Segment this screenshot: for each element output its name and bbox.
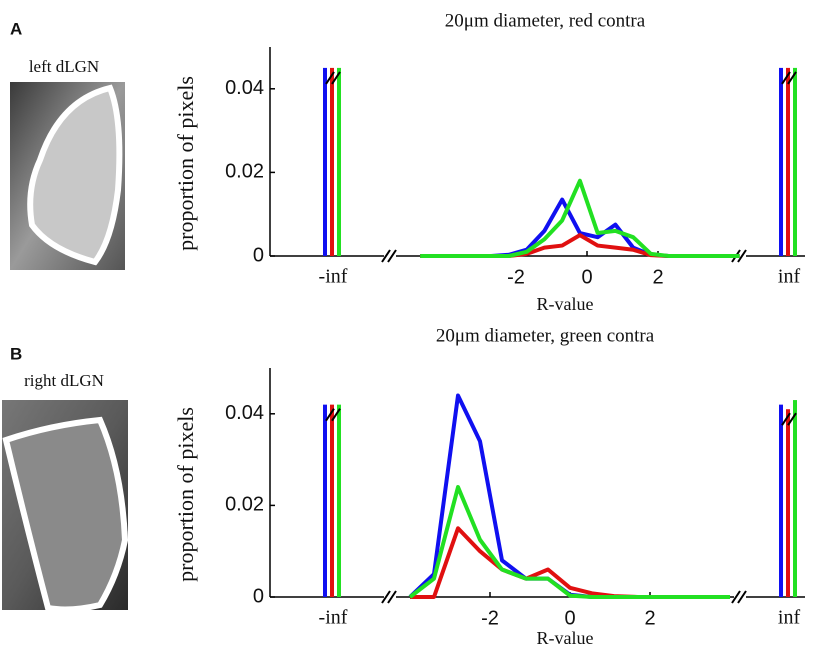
axis-break — [737, 590, 747, 604]
panel-label: A — [10, 19, 22, 38]
x-tick-label: 0 — [564, 607, 575, 629]
image-label: right dLGN — [24, 371, 104, 390]
axis-break — [387, 249, 397, 263]
x-tick-label: 2 — [652, 266, 663, 288]
inf-bar — [779, 404, 783, 597]
axis-break — [781, 71, 791, 85]
axis-break — [787, 412, 797, 426]
y-axis-label: proportion of pixels — [173, 407, 198, 582]
y-tick-label: 0.02 — [225, 494, 264, 516]
axis-break — [781, 412, 791, 426]
x-tick-label: 2 — [644, 607, 655, 629]
x-tick-label: -inf — [319, 607, 348, 629]
inf-bar — [786, 67, 790, 257]
inf-bar — [786, 409, 790, 597]
x-tick-label: -inf — [319, 266, 348, 288]
axis-break — [787, 71, 797, 85]
series-line — [408, 485, 730, 599]
axis-break — [387, 590, 397, 604]
y-tick-label: 0.04 — [225, 77, 264, 99]
x-tick-label: 0 — [581, 266, 592, 288]
series-line — [420, 197, 740, 258]
axis-break — [731, 590, 741, 604]
inf-bar — [330, 67, 334, 257]
axis-break — [325, 71, 335, 85]
inf-bar — [323, 404, 327, 597]
y-axis-label: proportion of pixels — [173, 76, 198, 251]
image-label: left dLGN — [29, 57, 99, 76]
axis-break — [381, 590, 391, 604]
x-axis-label: R-value — [537, 628, 594, 648]
x-tick-label: inf — [778, 266, 801, 288]
series-line — [420, 233, 740, 258]
tissue-image — [10, 82, 125, 270]
inf-bar — [337, 404, 341, 597]
x-tick-label: inf — [778, 607, 801, 629]
y-tick-label: 0 — [253, 244, 264, 266]
x-tick-label: -2 — [481, 607, 499, 629]
y-tick-label: 0 — [253, 585, 264, 607]
series-line — [410, 526, 730, 599]
chart-title: 20μm diameter, red contra — [445, 10, 646, 31]
chart-title: 20μm diameter, green contra — [436, 325, 655, 346]
x-tick-label: -2 — [507, 266, 525, 288]
panel-label: B — [10, 344, 22, 363]
inf-bar — [337, 67, 341, 257]
y-tick-label: 0.02 — [225, 161, 264, 183]
series-line — [408, 393, 730, 599]
axis-break — [325, 408, 335, 422]
x-axis-label: R-value — [537, 294, 594, 314]
axis-break — [737, 249, 747, 263]
inf-bar — [793, 67, 797, 257]
inf-bar — [793, 400, 797, 597]
axis-break — [331, 408, 341, 422]
inf-bar — [330, 404, 334, 597]
axis-break — [381, 249, 391, 263]
y-tick-label: 0.04 — [225, 402, 264, 424]
series-line — [420, 178, 740, 258]
inf-bar — [779, 67, 783, 257]
inf-bar — [323, 67, 327, 257]
tissue-image — [2, 400, 129, 613]
axis-break — [331, 71, 341, 85]
